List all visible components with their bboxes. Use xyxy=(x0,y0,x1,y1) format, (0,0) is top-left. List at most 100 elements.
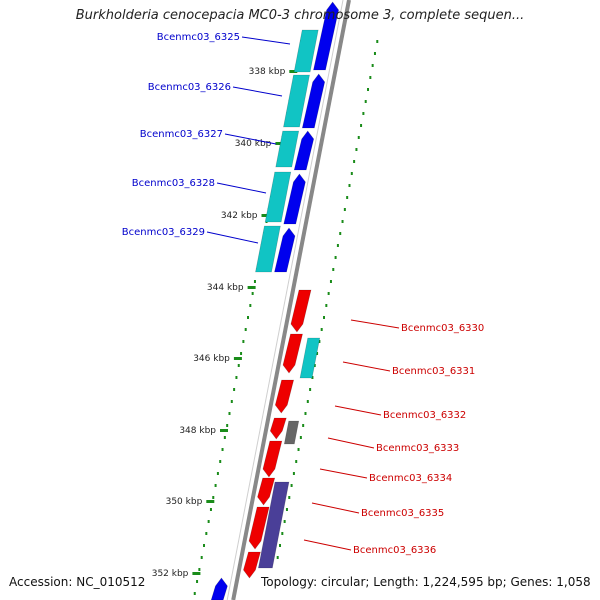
outer-track-dot xyxy=(348,184,351,187)
reverse-cds-5-shape xyxy=(257,477,276,506)
gene-leader-line xyxy=(319,468,368,479)
forward-cds-5-shape xyxy=(210,577,228,600)
outer-track-dot xyxy=(309,388,312,391)
gene-label: Bcenmc03_6326 xyxy=(148,82,231,93)
inner-track-dot xyxy=(247,316,250,319)
gray-feature-shape xyxy=(283,420,300,445)
reverse-cds-7-shape xyxy=(243,551,261,579)
outer-track-dot xyxy=(334,256,337,259)
outer-track-dot xyxy=(364,100,367,103)
tick-label: 342 kbp xyxy=(221,211,258,221)
inner-track-dot xyxy=(207,520,210,523)
forward-cds-2 xyxy=(293,130,315,171)
backbone-inner-line xyxy=(226,0,344,600)
gene-leader-line xyxy=(334,405,382,416)
gene-label: Bcenmc03_6327 xyxy=(140,129,223,140)
outer-track-dot xyxy=(320,328,323,331)
tick-label: 352 kbp xyxy=(152,569,189,579)
outer-track-dot xyxy=(316,352,319,355)
outer-track-dot xyxy=(357,136,360,139)
tick-mark xyxy=(206,500,215,503)
outer-track-dot xyxy=(281,532,284,535)
tick-label: 344 kbp xyxy=(207,283,244,293)
outer-track-dot xyxy=(362,112,365,115)
tick-mark xyxy=(261,214,270,217)
outer-track-dot xyxy=(297,448,300,451)
cyan-feature-1 xyxy=(283,74,310,128)
inner-track-dot xyxy=(216,472,219,475)
outer-track-dot xyxy=(341,220,344,223)
reverse-cds-3-shape xyxy=(269,417,287,440)
inner-track-dot xyxy=(223,436,226,439)
tick-mark xyxy=(247,286,256,289)
accession-label: Accession: NC_010512 xyxy=(9,575,146,589)
reverse-cds-5 xyxy=(257,477,276,506)
inner-track-dot xyxy=(205,532,208,535)
inner-track-dot xyxy=(244,328,247,331)
tick-mark xyxy=(192,572,201,575)
gene-label: Bcenmc03_6336 xyxy=(353,545,436,556)
reverse-cds-2 xyxy=(274,379,295,414)
tick-mark xyxy=(275,142,284,145)
tick-label: 350 kbp xyxy=(166,497,203,507)
gene-leader-line xyxy=(342,361,391,372)
reverse-cds-1-shape xyxy=(282,333,303,374)
gene-leader-line xyxy=(232,86,283,97)
gene-leader-line xyxy=(241,36,291,45)
gene-leader-line xyxy=(216,182,267,194)
outer-track-dot xyxy=(285,508,288,511)
backbone-line xyxy=(231,0,351,600)
outer-track-dot xyxy=(306,400,309,403)
tick-label: 348 kbp xyxy=(179,426,216,436)
gene-label: Bcenmc03_6333 xyxy=(376,443,459,454)
outer-track-dot xyxy=(350,172,353,175)
inner-track-dot xyxy=(196,580,199,583)
outer-track-dot xyxy=(292,472,295,475)
slate-feature-shape xyxy=(258,481,290,569)
tick-mark xyxy=(220,429,229,432)
gene-leader-line xyxy=(303,539,352,551)
gene-leader-line xyxy=(350,319,400,329)
inner-track-dot xyxy=(221,448,224,451)
tick-mark xyxy=(233,357,242,360)
inner-track-dot xyxy=(249,304,252,307)
outer-track-dot xyxy=(332,268,335,271)
inner-track-dot xyxy=(193,592,196,595)
outer-track-dot xyxy=(325,304,328,307)
gene-leader-line xyxy=(327,437,375,449)
outer-track-dot xyxy=(279,544,282,547)
tick-label: 338 kbp xyxy=(249,67,286,77)
cyan-feature-2 xyxy=(275,130,300,168)
forward-cds-1-shape xyxy=(301,73,326,129)
gray-feature xyxy=(283,420,300,445)
tick-label: 346 kbp xyxy=(193,354,230,364)
inner-track-dot xyxy=(214,484,217,487)
cyan-feature-0 xyxy=(293,29,319,73)
outer-track-dot xyxy=(373,52,376,55)
inner-track-dot xyxy=(219,460,222,463)
outer-track-dot xyxy=(311,376,314,379)
forward-cds-2-shape xyxy=(293,130,315,171)
forward-cds-5 xyxy=(210,577,228,600)
reverse-cds-6 xyxy=(248,506,270,550)
outer-track-dot xyxy=(343,208,346,211)
outer-track-dot xyxy=(329,280,332,283)
gene-label: Bcenmc03_6325 xyxy=(157,32,240,43)
outer-track-dot xyxy=(371,64,374,67)
outer-track-dot xyxy=(304,412,307,415)
cyan-feature-0-shape xyxy=(293,29,319,73)
gene-label: Bcenmc03_6332 xyxy=(383,410,466,421)
cyan-feature-4 xyxy=(255,225,281,273)
reverse-cds-4-shape xyxy=(262,440,283,478)
forward-cds-1 xyxy=(301,73,326,129)
reverse-cds-7 xyxy=(243,551,261,579)
gene-label: Bcenmc03_6328 xyxy=(132,178,215,189)
gene-label: Bcenmc03_6329 xyxy=(122,227,205,238)
inner-track-dot xyxy=(237,364,240,367)
forward-cds-4-shape xyxy=(274,227,296,273)
cyan-feature-1-shape xyxy=(283,74,310,128)
gene-leader-line xyxy=(311,502,360,514)
cyan-feature-4-shape xyxy=(255,225,281,273)
forward-cds-3 xyxy=(283,173,306,225)
